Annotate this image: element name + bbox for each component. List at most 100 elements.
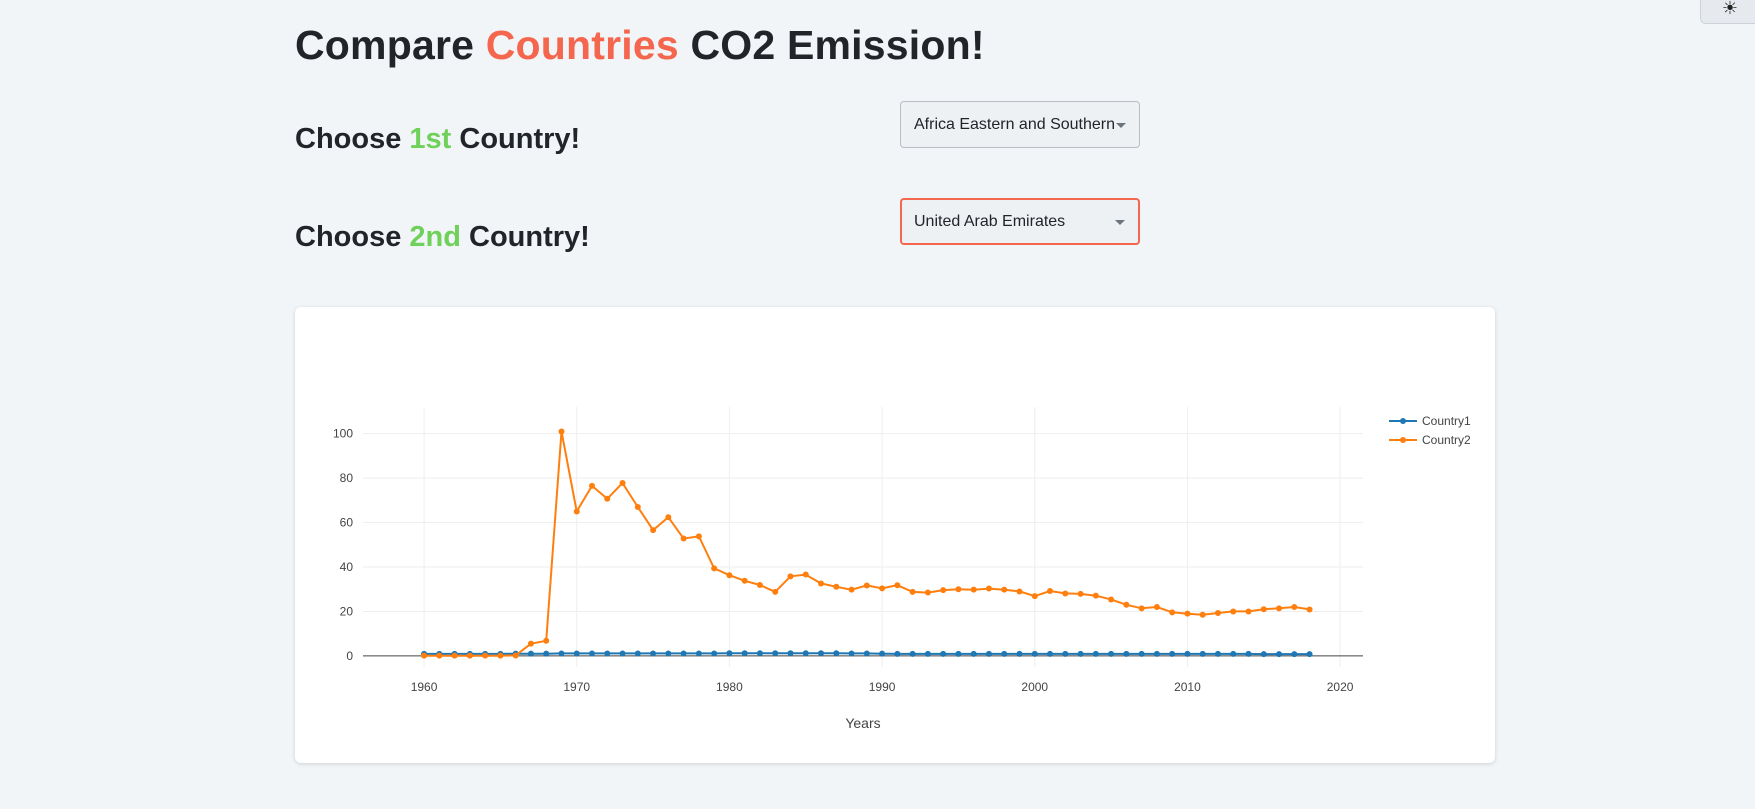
title-text: Compare bbox=[295, 22, 486, 68]
page-title: Compare Countries CO2 Emission! bbox=[295, 22, 985, 69]
first-country-dropdown[interactable]: Africa Eastern and Southern bbox=[900, 101, 1140, 148]
data-point-country1 bbox=[589, 650, 596, 657]
chevron-down-icon bbox=[1116, 122, 1126, 128]
data-point-country1 bbox=[1153, 650, 1160, 657]
x-tick-label: 2000 bbox=[1021, 680, 1048, 694]
data-point-country2 bbox=[695, 533, 702, 540]
data-point-country2 bbox=[1031, 593, 1038, 600]
sun-icon: ☀ bbox=[1721, 0, 1739, 18]
data-point-country2 bbox=[1108, 596, 1115, 603]
data-point-country1 bbox=[1138, 650, 1145, 657]
data-point-country1 bbox=[711, 650, 718, 657]
data-point-country1 bbox=[1169, 650, 1176, 657]
data-point-country2 bbox=[1123, 601, 1130, 608]
data-point-country1 bbox=[1184, 650, 1191, 657]
data-point-country1 bbox=[665, 650, 672, 657]
data-point-country1 bbox=[818, 650, 825, 657]
data-point-country1 bbox=[1260, 651, 1267, 658]
data-point-country1 bbox=[940, 650, 947, 657]
data-point-country1 bbox=[863, 650, 870, 657]
data-point-country2 bbox=[726, 572, 733, 579]
data-point-country2 bbox=[634, 504, 641, 510]
data-point-country2 bbox=[1199, 611, 1206, 618]
data-point-country1 bbox=[1306, 651, 1313, 658]
data-point-country1 bbox=[894, 650, 901, 657]
data-point-country1 bbox=[802, 650, 809, 657]
second-label-pre: Choose bbox=[295, 221, 410, 253]
x-axis-title: Years bbox=[845, 715, 880, 731]
data-point-country1 bbox=[756, 650, 763, 657]
data-point-country2 bbox=[436, 652, 443, 659]
data-point-country1 bbox=[909, 650, 916, 657]
data-point-country2 bbox=[818, 580, 825, 587]
data-point-country2 bbox=[741, 577, 748, 584]
data-point-country2 bbox=[848, 586, 855, 593]
data-point-country2 bbox=[1184, 610, 1191, 617]
data-point-country2 bbox=[421, 652, 428, 659]
data-point-country2 bbox=[1276, 605, 1283, 612]
second-country-value: United Arab Emirates bbox=[914, 212, 1066, 230]
data-point-country2 bbox=[527, 640, 534, 647]
data-point-country1 bbox=[1123, 650, 1130, 657]
data-point-country1 bbox=[695, 650, 702, 657]
y-tick-label: 40 bbox=[340, 560, 354, 574]
data-point-country2 bbox=[909, 588, 916, 595]
data-point-country2 bbox=[1230, 608, 1237, 615]
data-point-country2 bbox=[1047, 588, 1054, 594]
data-point-country2 bbox=[1077, 590, 1084, 597]
data-point-country1 bbox=[1031, 650, 1038, 657]
series-line-country2 bbox=[424, 431, 1310, 657]
data-point-country2 bbox=[894, 582, 901, 589]
data-point-country2 bbox=[573, 508, 580, 515]
chevron-down-icon bbox=[1115, 219, 1125, 225]
legend-marker-country1 bbox=[1400, 418, 1406, 424]
data-point-country2 bbox=[1306, 606, 1313, 613]
data-point-country1 bbox=[573, 650, 580, 657]
data-point-country1 bbox=[726, 650, 733, 657]
data-point-country2 bbox=[1214, 610, 1221, 616]
data-point-country2 bbox=[711, 565, 718, 572]
data-point-country1 bbox=[527, 650, 534, 657]
second-country-label: Choose 2nd Country! bbox=[295, 221, 590, 254]
first-country-value: Africa Eastern and Southern bbox=[914, 115, 1116, 133]
data-point-country2 bbox=[1016, 588, 1023, 595]
first-label-pre: Choose bbox=[295, 123, 410, 155]
data-point-country2 bbox=[512, 652, 519, 659]
x-tick-label: 1990 bbox=[869, 680, 896, 694]
emission-chart: 1960 1970 1980 1990 2000 2010 2020 0 20 40 60 80 100… bbox=[333, 407, 1471, 731]
data-point-country2 bbox=[879, 585, 886, 592]
data-point-country2 bbox=[589, 482, 596, 489]
first-label-highlight: 1st bbox=[409, 123, 452, 155]
y-tick-label: 20 bbox=[340, 604, 354, 618]
data-point-country2 bbox=[772, 588, 779, 595]
data-point-country2 bbox=[1169, 609, 1176, 616]
data-point-country1 bbox=[680, 650, 687, 657]
data-point-country1 bbox=[1214, 650, 1221, 657]
first-label-post: Country! bbox=[451, 123, 581, 155]
data-point-country2 bbox=[497, 652, 504, 659]
data-point-country2 bbox=[650, 527, 657, 534]
data-point-country1 bbox=[1062, 650, 1069, 657]
data-point-country2 bbox=[802, 571, 809, 578]
data-point-country1 bbox=[1199, 650, 1206, 657]
data-point-country2 bbox=[543, 637, 550, 644]
data-point-country1 bbox=[879, 650, 886, 657]
y-tick-label: 60 bbox=[340, 516, 354, 530]
data-point-country2 bbox=[604, 495, 611, 502]
data-point-country2 bbox=[1138, 605, 1145, 612]
data-point-country2 bbox=[1291, 604, 1298, 610]
title-text-end: CO2 Emission! bbox=[678, 22, 985, 68]
theme-toggle-button[interactable]: ☀ bbox=[1700, 0, 1755, 24]
data-point-country2 bbox=[680, 535, 687, 542]
data-point-country2 bbox=[985, 585, 992, 592]
data-point-country2 bbox=[955, 586, 962, 593]
data-point-country1 bbox=[1001, 650, 1008, 657]
second-country-dropdown[interactable]: United Arab Emirates bbox=[900, 198, 1140, 245]
data-point-country2 bbox=[1245, 608, 1252, 615]
data-point-country1 bbox=[741, 650, 748, 657]
data-point-country1 bbox=[1276, 651, 1283, 658]
x-tick-label: 1970 bbox=[563, 680, 590, 694]
legend-marker-country2 bbox=[1400, 437, 1406, 443]
data-point-country2 bbox=[1153, 604, 1160, 610]
data-point-country1 bbox=[833, 650, 840, 657]
